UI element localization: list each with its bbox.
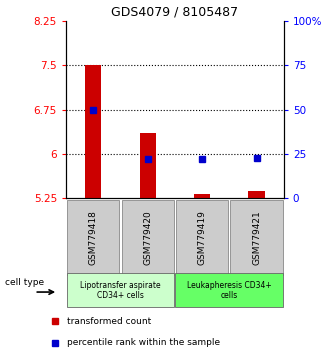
Text: Lipotransfer aspirate
CD34+ cells: Lipotransfer aspirate CD34+ cells xyxy=(80,281,161,300)
FancyBboxPatch shape xyxy=(67,273,174,307)
FancyBboxPatch shape xyxy=(176,200,228,275)
Bar xyxy=(248,190,265,198)
FancyBboxPatch shape xyxy=(176,273,283,307)
Text: GSM779419: GSM779419 xyxy=(198,210,207,265)
Bar xyxy=(85,65,101,198)
Bar xyxy=(194,194,210,198)
Bar xyxy=(140,133,156,198)
Text: cell type: cell type xyxy=(5,278,45,287)
Text: percentile rank within the sample: percentile rank within the sample xyxy=(67,338,220,347)
Text: GSM779418: GSM779418 xyxy=(89,210,98,265)
FancyBboxPatch shape xyxy=(230,200,283,275)
Text: Leukapheresis CD34+
cells: Leukapheresis CD34+ cells xyxy=(187,281,272,300)
Text: GSM779420: GSM779420 xyxy=(143,210,152,264)
FancyBboxPatch shape xyxy=(121,200,174,275)
Title: GDS4079 / 8105487: GDS4079 / 8105487 xyxy=(111,6,239,19)
Text: GSM779421: GSM779421 xyxy=(252,210,261,264)
FancyBboxPatch shape xyxy=(67,200,119,275)
Text: transformed count: transformed count xyxy=(67,317,151,326)
